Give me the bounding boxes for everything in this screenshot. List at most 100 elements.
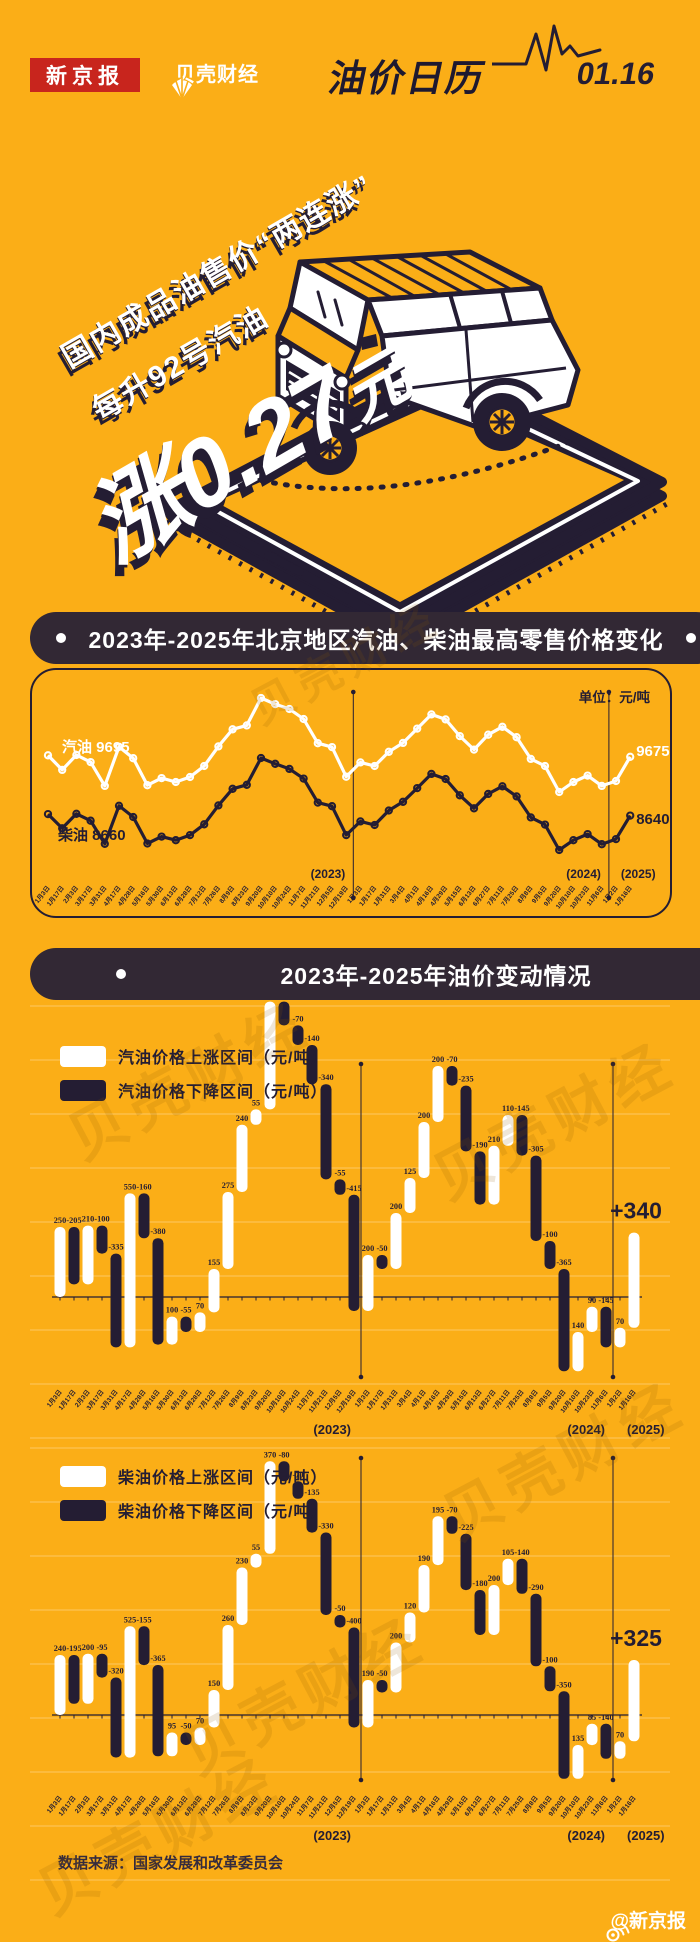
bar <box>390 1213 402 1269</box>
series-marker <box>86 757 95 767</box>
bar <box>544 1241 556 1269</box>
series-marker <box>185 830 195 840</box>
bar-value-label: -140 <box>514 1548 529 1557</box>
series-marker <box>58 824 67 833</box>
bar <box>250 1553 262 1568</box>
bar <box>96 1225 108 1254</box>
bar <box>572 1745 584 1779</box>
bar <box>614 1327 626 1348</box>
bar-value-label: -50 <box>180 1722 191 1731</box>
series-marker <box>583 771 592 780</box>
divider-dot <box>358 1061 364 1067</box>
bar-value-label: 200 <box>488 1574 500 1583</box>
bar <box>54 1655 66 1715</box>
series-marker <box>228 725 237 734</box>
bar-value-label: 200 <box>390 1632 402 1641</box>
bar-value-label: -70 <box>446 1505 457 1514</box>
bar-value-label: -80 <box>278 1450 289 1459</box>
series-marker <box>469 804 479 813</box>
series-marker <box>114 742 124 751</box>
bar <box>152 1665 164 1757</box>
bar <box>222 1192 234 1269</box>
divider-dot <box>606 895 612 901</box>
bar-value-label: -320 <box>108 1667 123 1676</box>
bar-value-label: -70 <box>292 1014 303 1023</box>
series-marker <box>469 745 479 754</box>
bar <box>264 1461 276 1554</box>
series-marker <box>43 751 53 760</box>
bar-value-label: 190 <box>362 1669 374 1678</box>
series-marker <box>242 721 251 730</box>
bar <box>418 1565 430 1613</box>
series-marker <box>271 699 280 709</box>
series-marker <box>597 781 606 791</box>
bar-value-label: 100 <box>166 1306 178 1315</box>
bar-value-label: -415 <box>346 1184 361 1193</box>
series-marker <box>512 733 521 742</box>
bar-value-label: -190 <box>472 1140 487 1149</box>
legend-label: 柴油价格下降区间（元/吨） <box>118 1504 328 1521</box>
bar-value-label: 70 <box>196 1301 204 1310</box>
series-marker <box>157 773 166 783</box>
bar-value-label: -50 <box>334 1604 345 1613</box>
bar <box>208 1269 220 1313</box>
bar-value-label: -290 <box>528 1583 543 1592</box>
series-start-label: 汽油 9695 <box>62 738 130 756</box>
bar-value-label: 210 <box>82 1215 94 1224</box>
bar-value-label: 140 <box>572 1321 584 1330</box>
bar <box>292 1025 304 1045</box>
bar-value-label: -365 <box>556 1258 571 1267</box>
series-marker <box>171 836 180 845</box>
bar <box>614 1741 626 1759</box>
bar <box>376 1680 388 1693</box>
bar-value-label: 550 <box>124 1182 136 1191</box>
bar-value-label: -70 <box>292 1470 303 1479</box>
bar <box>306 1498 318 1533</box>
bar-value-label: 190 <box>418 1554 430 1563</box>
section-title-price-chart: 2023年-2025年北京地区汽油、柴油最高零售价格变化 <box>30 612 700 664</box>
bar <box>460 1533 472 1591</box>
series-marker <box>114 801 124 810</box>
bar-value-label: -155 <box>136 1615 151 1624</box>
bar-value-label: -380 <box>150 1227 165 1236</box>
bar-value-label: -225 <box>458 1523 473 1532</box>
bar-value-label: -305 <box>528 1145 543 1154</box>
section-title-label: 2023年-2025年北京地区汽油、柴油最高零售价格变化 <box>88 627 664 653</box>
year-label: (2024) <box>566 867 601 881</box>
series-marker <box>455 791 464 800</box>
section-title-label: 2023年-2025年油价变动情况 <box>280 963 592 989</box>
series-marker <box>384 747 393 756</box>
series-marker <box>271 759 280 768</box>
divider-dot <box>606 689 612 695</box>
weibo-credit: @新京报 <box>604 1906 686 1941</box>
series-marker <box>384 806 393 815</box>
bar <box>110 1253 122 1348</box>
bar-value-label: -55 <box>334 1168 345 1177</box>
series-marker <box>143 781 152 790</box>
divider-dot <box>358 1455 364 1461</box>
bar <box>404 1178 416 1213</box>
bar <box>306 1045 318 1085</box>
legend-diesel-up: 柴油价格上涨区间（元/吨） <box>60 1464 327 1488</box>
bar-value-label: 70 <box>616 1317 624 1326</box>
divider-dot <box>351 689 356 695</box>
price-line-chart: 单位：元/吨汽油 9695 9675 柴油 8660 8640 (2023) (2024)… <box>33 689 670 911</box>
bar <box>124 1626 136 1758</box>
bar <box>488 1145 500 1205</box>
bar <box>82 1653 94 1704</box>
bar-value-label: 200 <box>418 1111 430 1120</box>
series-marker <box>413 783 422 793</box>
bar <box>362 1255 374 1311</box>
series-marker <box>555 787 564 797</box>
legend-label: 柴油价格上涨区间（元/吨） <box>118 1470 328 1487</box>
bar <box>516 1115 528 1156</box>
bar <box>404 1612 416 1643</box>
series-line-汽油 <box>46 696 632 794</box>
bar <box>516 1558 528 1594</box>
divider-dot <box>358 1374 364 1380</box>
legend-gasoline-down: 汽油价格下降区间（元/吨） <box>60 1078 327 1102</box>
divider-dot <box>610 1777 616 1783</box>
bar-value-label: 155 <box>208 1258 220 1267</box>
bar-value-label: -365 <box>150 1654 165 1663</box>
